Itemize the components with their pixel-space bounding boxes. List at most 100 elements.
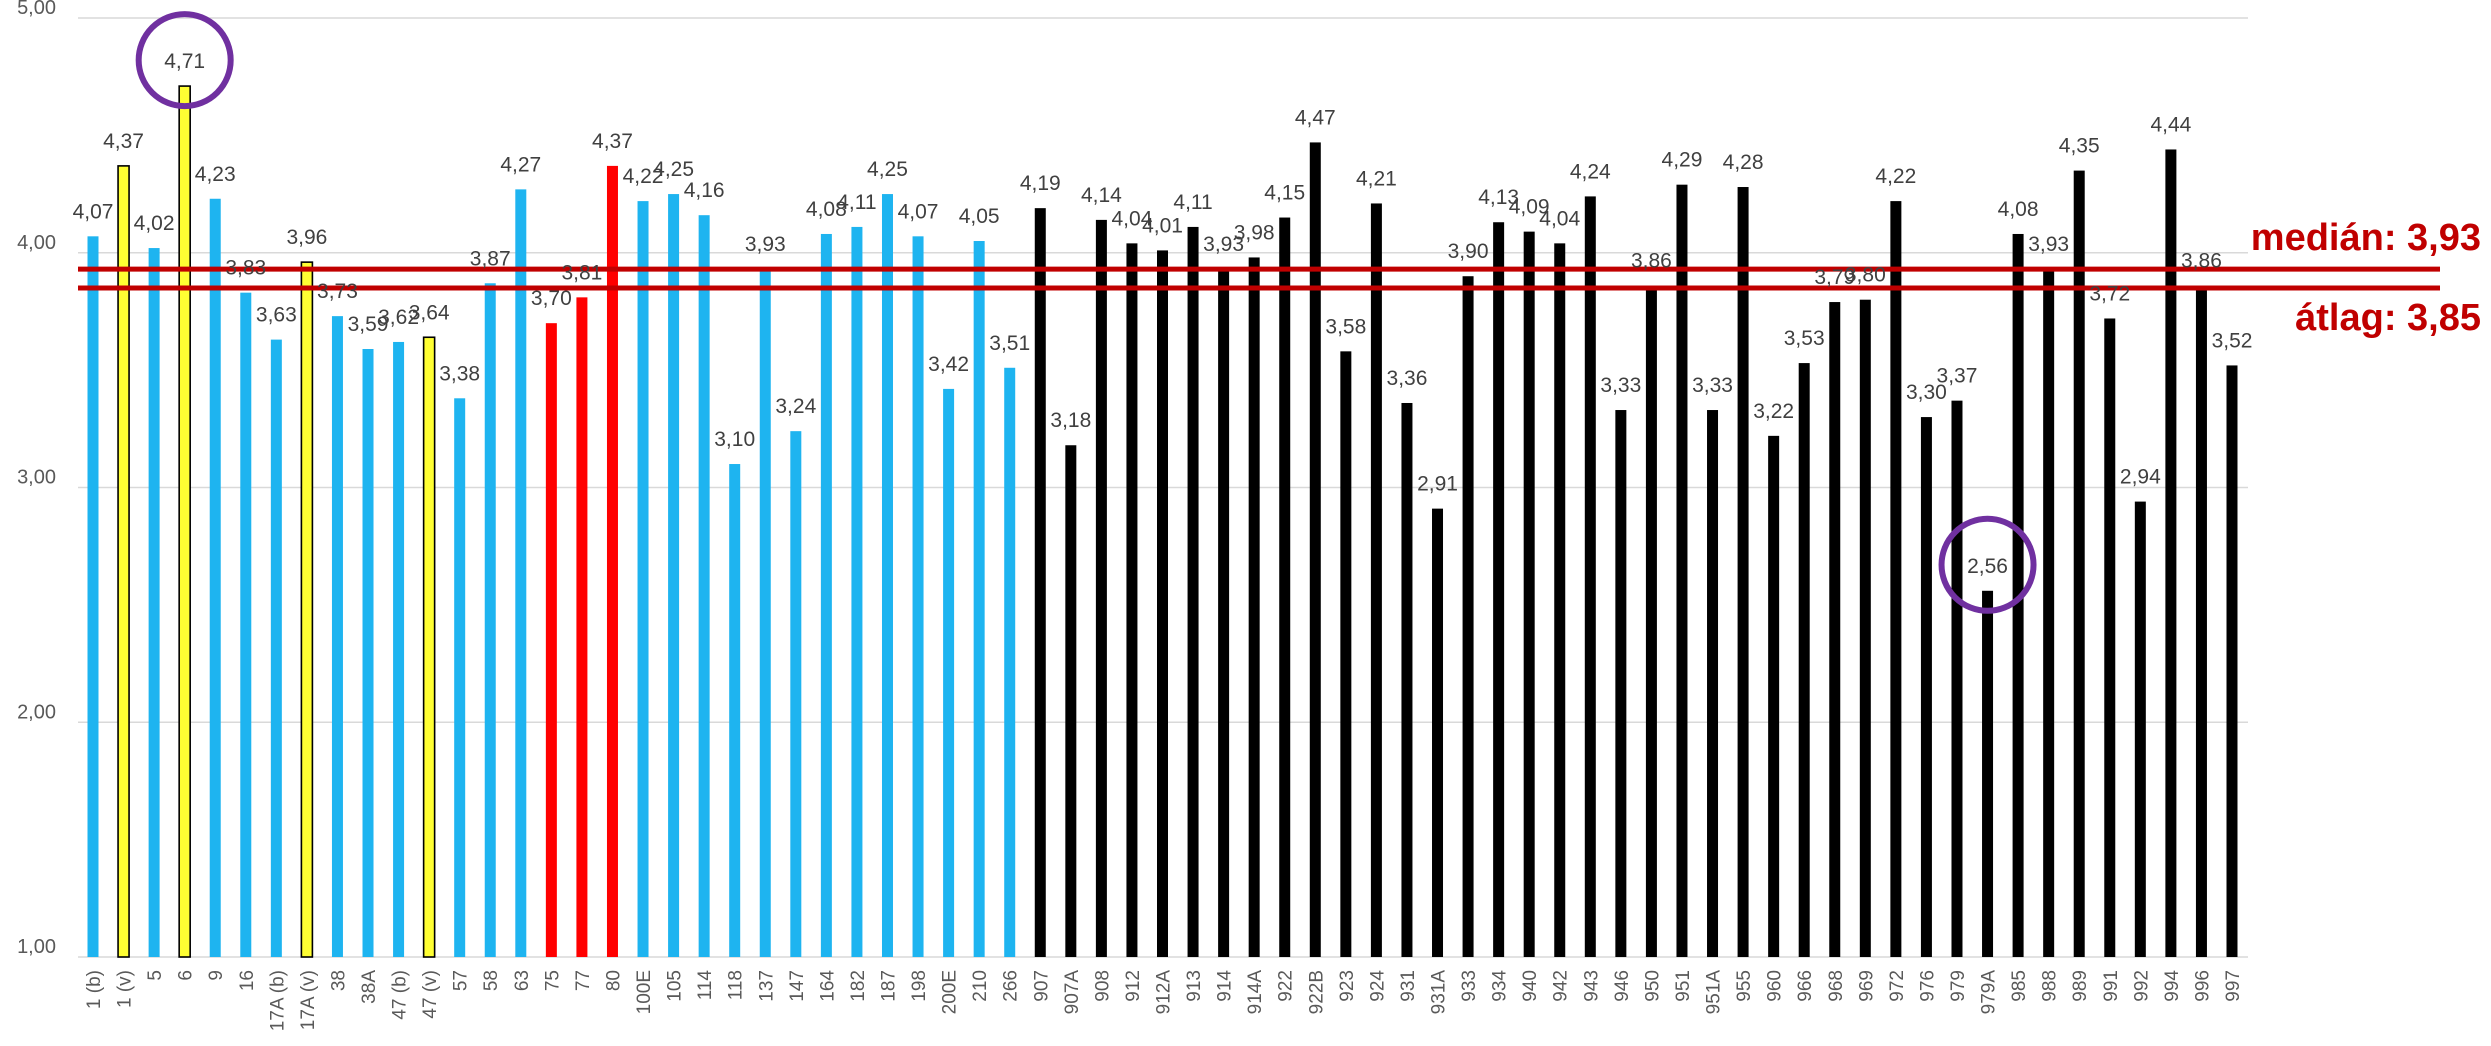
y-axis-tick-labels: 1,00 2,00 3,00 4,00 5,00	[17, 0, 56, 958]
bar-914	[1218, 269, 1230, 957]
x-tick-label-997: 997	[2223, 970, 2244, 1002]
data-label-969: 3,80	[1845, 264, 1886, 287]
bar-934	[1493, 222, 1505, 958]
data-label-950: 3,86	[1631, 250, 1672, 273]
bar-63	[515, 189, 527, 957]
x-tick-label-996: 996	[2192, 970, 2213, 1002]
x-tick-label-63: 63	[512, 970, 533, 991]
data-label-47-v: 3,64	[409, 301, 450, 324]
data-label-57: 3,38	[439, 362, 480, 385]
reference-line-labels: medián: 3,93 átlag: 3,85	[2251, 217, 2481, 339]
bar-912	[1126, 243, 1138, 958]
bar-114	[698, 215, 710, 957]
bar-914a	[1248, 257, 1260, 957]
x-tick-label-992: 992	[2131, 970, 2152, 1002]
bars	[87, 85, 2238, 958]
y-tick-label: 4,00	[17, 232, 56, 254]
x-tick-label-960: 960	[1765, 970, 1786, 1002]
bar-17a-v	[300, 261, 314, 958]
bar-198	[912, 236, 924, 957]
bar-976	[1920, 417, 1932, 957]
reference-label-mean: átlag: 3,85	[2295, 297, 2481, 339]
data-label-972: 4,22	[1875, 165, 1916, 188]
data-label-182: 4,11	[837, 191, 876, 214]
data-label-922b: 4,47	[1295, 106, 1336, 129]
data-label-164: 4,08	[806, 198, 847, 221]
bar-979	[1951, 400, 1963, 958]
x-tick-label-972: 972	[1887, 970, 1908, 1002]
bar-137	[759, 269, 771, 957]
x-tick-label-105: 105	[665, 970, 686, 1002]
bar-6	[178, 85, 191, 958]
data-label-266: 3,51	[989, 332, 1030, 355]
bar-989	[2073, 170, 2085, 957]
data-label-17a-b: 3,63	[256, 304, 297, 327]
data-label-914a: 3,98	[1234, 221, 1275, 244]
bar-182	[851, 226, 863, 958]
data-label-994: 4,44	[2150, 113, 2191, 136]
reference-lines	[78, 266, 2440, 291]
data-label-968: 3,79	[1814, 266, 1855, 289]
bar-988	[2043, 269, 2055, 957]
bar-994	[2165, 149, 2177, 957]
x-tick-label-907a: 907A	[1062, 970, 1083, 1015]
x-tick-label-940: 940	[1520, 970, 1541, 1002]
bar-912a	[1157, 250, 1168, 958]
bar-943	[1584, 196, 1596, 957]
x-tick-label-17a-v: 17A (v)	[298, 970, 319, 1030]
data-label-931: 3,36	[1387, 367, 1428, 390]
bar-923	[1340, 351, 1352, 958]
bar-1-b	[87, 236, 99, 957]
x-tick-label-985: 985	[2009, 970, 2030, 1002]
x-tick-label-955: 955	[1734, 970, 1755, 1002]
data-label-923: 3,58	[1325, 315, 1366, 338]
data-label-200e: 3,42	[928, 353, 969, 376]
x-tick-label-6: 6	[176, 970, 197, 981]
data-label-988: 3,93	[2028, 233, 2069, 256]
x-tick-label-182: 182	[848, 970, 869, 1002]
bar-960	[1768, 435, 1780, 958]
x-tick-label-164: 164	[817, 970, 838, 1002]
bar-187	[881, 194, 893, 957]
data-label-989: 4,35	[2059, 135, 2100, 158]
x-tick-label-80: 80	[603, 970, 624, 991]
x-tick-label-210: 210	[970, 970, 991, 1002]
x-tick-label-991: 991	[2101, 970, 2122, 1002]
data-label-6: 4,71	[164, 50, 205, 73]
x-tick-label-951: 951	[1673, 970, 1694, 1002]
data-label-979: 3,37	[1937, 365, 1978, 388]
data-label-955: 4,28	[1723, 151, 1764, 174]
x-tick-label-118: 118	[726, 970, 747, 1000]
x-tick-label-266: 266	[1001, 970, 1022, 1002]
data-label-100e: 4,22	[623, 165, 664, 188]
x-tick-label-137: 137	[756, 970, 777, 1002]
data-label-997: 3,52	[2212, 329, 2253, 352]
bar-951a	[1707, 410, 1719, 958]
data-label-991: 3,72	[2089, 282, 2130, 305]
bar-907a	[1065, 445, 1077, 957]
x-tick-label-979: 979	[1948, 970, 1969, 1002]
data-label-1-b: 4,07	[73, 200, 114, 223]
bar-908	[1095, 219, 1107, 957]
y-tick-label: 2,00	[17, 701, 56, 723]
bar-1-v	[117, 165, 130, 958]
data-label-924: 4,21	[1356, 167, 1397, 190]
x-tick-label-924: 924	[1367, 970, 1388, 1002]
bar-931a	[1432, 508, 1444, 957]
x-tick-label-57: 57	[451, 970, 472, 991]
bar-80	[606, 165, 618, 957]
data-label-976: 3,30	[1906, 381, 1947, 404]
bar-105	[668, 194, 680, 957]
highlight-circle-6	[135, 11, 234, 110]
bar-968	[1829, 302, 1841, 957]
x-tick-label-9: 9	[206, 970, 227, 981]
x-tick-label-47-b: 47 (b)	[390, 970, 411, 1020]
data-label-912: 4,04	[1112, 207, 1153, 230]
bar-979a	[1982, 590, 1994, 957]
data-label-943: 4,24	[1570, 160, 1611, 183]
x-tick-label-922: 922	[1276, 970, 1297, 1002]
highlight-circle-979a	[1938, 515, 2037, 614]
data-label-992: 2,94	[2120, 466, 2161, 489]
x-tick-label-187: 187	[878, 970, 899, 1002]
